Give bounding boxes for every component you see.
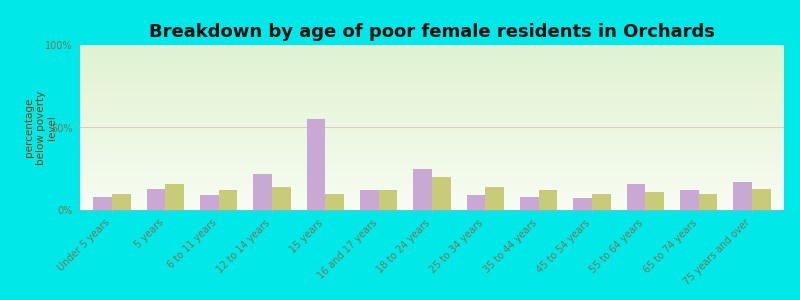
Bar (166, 184, 184, 210)
Bar (146, 188, 166, 210)
Bar (574, 199, 592, 210)
Y-axis label: percentage
below poverty
level: percentage below poverty level (24, 90, 58, 165)
Bar (326, 194, 344, 210)
Bar (752, 188, 770, 210)
Bar (466, 195, 486, 210)
Bar (200, 195, 218, 210)
Bar (254, 174, 272, 210)
Bar (94, 197, 112, 210)
Bar (432, 177, 450, 210)
Bar (360, 190, 378, 210)
Bar (378, 190, 398, 210)
Title: Breakdown by age of poor female residents in Orchards: Breakdown by age of poor female resident… (149, 23, 715, 41)
Bar (520, 197, 538, 210)
Bar (414, 169, 432, 210)
Bar (112, 194, 130, 210)
Bar (486, 187, 504, 210)
Bar (734, 182, 752, 210)
Bar (272, 187, 290, 210)
Bar (592, 194, 610, 210)
Bar (306, 119, 326, 210)
Bar (626, 184, 646, 210)
Bar (218, 190, 238, 210)
Bar (698, 194, 718, 210)
Bar (538, 190, 558, 210)
Bar (646, 192, 664, 210)
Bar (680, 190, 698, 210)
Legend: Orchards, Washington: Orchards, Washington (331, 299, 533, 300)
